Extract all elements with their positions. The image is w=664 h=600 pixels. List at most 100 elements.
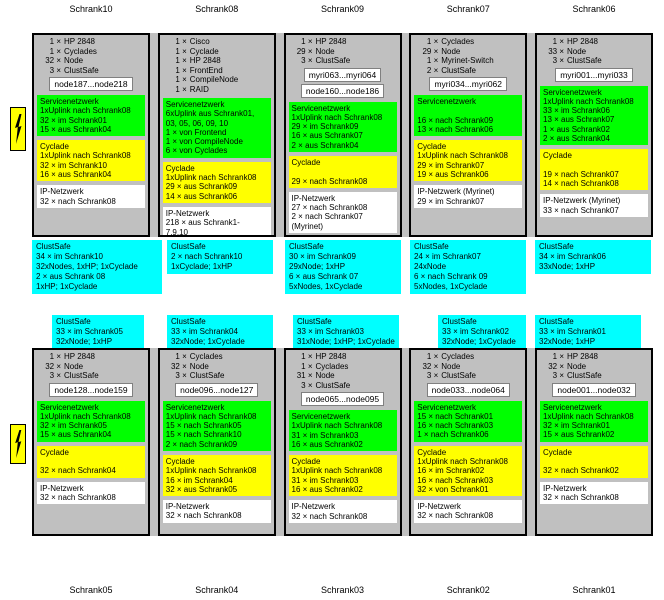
hardware-count: 29 × [296,46,313,56]
hardware-count: 3 × [552,371,564,380]
clustsafe-line: 6 × aus Schrank 07 [289,272,359,281]
clustsafe-line: 34 × im Schrank06 [539,252,606,261]
hardware-count: 1 × [175,56,187,65]
hardware-item: 1 × HP 2848 [163,56,271,66]
hardware-name: ClustSafe [189,371,225,380]
hardware-name: ClustSafe [567,56,602,65]
clustsafe-line: 33 × im Schrank03 [297,327,364,336]
hardware-count: 3 × [301,56,313,65]
lightning-icon [10,107,26,151]
node-range-label: myri063...myri064 [303,67,382,82]
hardware-item: 1 × Cyclades [289,362,397,372]
cabinet-schrank10: 1 × HP 2848 1 × Cyclades 32 × Node 3 × ClustSaf… [32,33,150,237]
hardware-name: ClustSafe [315,56,351,65]
bottom-row-labels: Schrank05 Schrank04 Schrank03 Schrank02 … [32,585,653,595]
section-title: Cyclade [165,163,195,173]
hardware-count: 1 × [49,352,61,361]
section-title: IP-Netzwerk [165,502,210,512]
cabinet-schrank07: 1 × Cyclades 29 × Node 1 × Myrinet-Switch 2 × C… [409,33,528,237]
hardware-count: 2 × [426,65,439,75]
section-line: 6 × von Cyclades [165,146,228,156]
cyclade-section: Cyclade 1xUplink nach Schrank08 16 × im Sc… [414,445,523,497]
hardware-name: Cyclades [189,352,223,361]
hardware-name: Node [567,361,587,371]
section-line: 1xUplink nach Schrank08 [165,173,257,183]
clustsafe-line: 32xNode; 1xCyclade [442,337,516,346]
section-line: 32 × von Schrank01 [417,484,489,494]
servicenetzwerk-section: Servicenetzwerk 6xUplink aus Schrank01, 03… [162,98,271,158]
servicenetzwerk-section: Servicenetzwerk 1xUplink nach Schrank08 33… [540,85,648,146]
cabinet-schrank04: 1 × Cyclades 32 × Node 3 × ClustSafe node096..… [157,348,276,536]
lightning-bolt-glyph [15,114,22,144]
hardware-item: 1 × RAID [163,85,271,95]
cabinet-label-schrank08: Schrank08 [195,4,239,14]
cabinet-schrank06: 1 × HP 2848 33 × Node 3 × ClustSafe myri001...… [535,33,653,237]
section-title: Servicenetzwerk [417,97,476,106]
section-title: Cyclade [165,456,195,466]
section-line: 15 × aus Schrank02 [543,430,615,440]
hardware-count: 29 × [422,46,439,56]
section-line: 1xUplink nach Schrank08 [417,151,508,161]
section-line: 1xUplink nach Schrank08 [543,96,634,106]
hardware-item: 32 × Node [37,56,145,66]
section-title: Servicenetzwerk [417,402,476,412]
clustsafe-box: ClustSafe 33 × im Schrank03 31xNode; 1xHP;… [293,315,399,349]
section-line: 16 × aus Schrank02 [291,439,363,449]
hardware-count: 1 × [49,46,61,56]
section-title: IP-Netzwerk [40,187,84,197]
section-line: 16 × aus Schrank02 [291,485,363,495]
hardware-count: 32 × [548,361,564,371]
hardware-item: 1 × Cyclade [163,47,271,57]
section-line: 03, 05, 06, 09, 10 [165,118,229,128]
section-title: Servicenetzwerk [543,87,602,97]
lightning-bolt-glyph [15,429,22,459]
hardware-name: ClustSafe [441,65,476,75]
clustsafe-line: 31xNode; 1xHP; 1xCyclade [297,337,395,346]
section-title: Cyclade [40,447,69,457]
hardware-count: 3 × [49,65,61,75]
hardware-item: 3 × ClustSafe [414,371,522,381]
clustsafe-title: ClustSafe [414,242,449,251]
clustsafe-line: 24xNode [414,262,447,271]
section-line: 32 × aus Schrank05 [165,484,238,494]
section-line: 32 × nach Schrank08 [417,511,494,521]
hardware-name: Node [64,56,84,65]
section-line: 16 × nach Schrank03 [417,421,494,431]
hardware-name: Cyclades [441,37,475,46]
section-title: IP-Netzwerk [291,193,336,203]
cabinet-label-schrank07: Schrank07 [446,4,490,14]
cyclade-section: Cyclade 29 × nach Schrank08 [288,155,397,188]
section-line [40,457,142,466]
hardware-item: 3 × ClustSafe [540,371,648,381]
clustsafe-line: 24 × im Schrank07 [414,252,481,261]
clustsafe-line: 33 × im Schrank04 [171,327,238,336]
hardware-name: Node [441,46,461,56]
clustsafe-title: ClustSafe [297,317,332,326]
node-range-label: node001...node032 [552,382,636,397]
ip-netzwerk-section: IP-Netzwerk 32 × nach Schrank08 [540,481,648,505]
section-line: 32 × nach Schrank04 [40,466,116,476]
hardware-name: Node [189,361,209,371]
section-line: 1xUplink nach Schrank08 [543,411,634,421]
hardware-count: 32 × [170,361,187,371]
hardware-item: 3 × ClustSafe [37,66,145,76]
section-line: 14 × aus Schrank06 [165,191,238,201]
section-line: 32 × im Schrank05 [40,421,107,431]
hardware-name: Myrinet-Switch [441,56,494,65]
hardware-item: 1 × HP 2848 [37,352,145,362]
hardware-name: HP 2848 [64,37,95,46]
section-line: 6xUplink aus Schrank01, [165,109,255,119]
clustsafe-title: ClustSafe [289,242,324,251]
clustsafe-line: 32xNode; 1xHP [56,337,113,346]
clustsafe-line: 29xNode; 1xHP [289,262,346,271]
hardware-name: ClustSafe [315,380,351,390]
hardware-item: 1 × CompileNode [163,75,271,85]
section-line [417,106,519,115]
ip-netzwerk-section: IP-Netzwerk 27 × nach Schrank08 2 × nach S… [288,191,397,234]
clustsafe-box: ClustSafe 33 × im Schrank05 32xNode; 1xHP [52,315,144,349]
clustsafe-line: 2 × aus Schrank 08 [36,272,106,281]
hardware-item: 1 × FrontEnd [163,66,271,76]
clustsafe-title: ClustSafe [539,317,574,326]
hardware-count: 1 × [426,37,439,46]
cabinet-schrank08: 1 × Cisco 1 × Cyclade 1 × HP 2848 1 × FrontEnd 1… [157,33,276,237]
